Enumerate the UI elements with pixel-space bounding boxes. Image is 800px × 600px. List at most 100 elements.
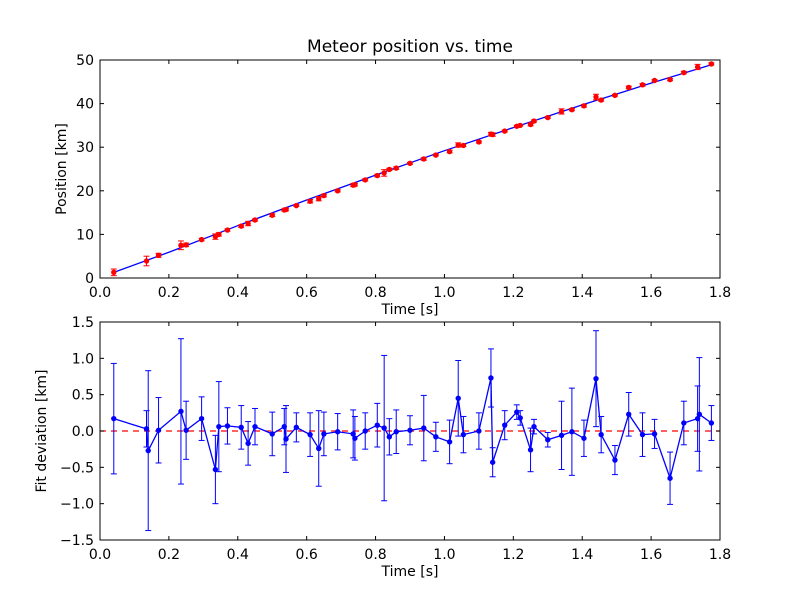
x-tick-label: 1.8 [709, 547, 731, 563]
data-point [446, 148, 453, 155]
data-point [696, 411, 703, 417]
x-tick-label: 0.4 [227, 285, 249, 301]
data-point [460, 431, 467, 438]
data-point [245, 220, 251, 227]
data-point [283, 436, 289, 442]
data-point [598, 431, 604, 438]
data-point [489, 459, 496, 465]
y-tick-label: 1.5 [72, 315, 94, 331]
x-axis: 0.0 0.2 0.4 0.6 0.8 1.0 1.2 1.4 1.6 1.8 [89, 322, 731, 563]
y-tick-label: 0 [85, 271, 94, 287]
plot-area [100, 60, 720, 278]
data-point [183, 242, 189, 248]
y-tick-label: 0.0 [72, 424, 94, 440]
data-point [352, 181, 358, 188]
data-point [517, 415, 523, 421]
y-tick-label: −1.5 [60, 533, 94, 549]
data-point [407, 160, 413, 167]
data-point [183, 427, 189, 433]
data-point [393, 429, 399, 435]
data-point [455, 395, 461, 401]
data-point [352, 435, 358, 441]
data-point [569, 107, 575, 113]
data-point [293, 424, 300, 431]
x-tick-label: 0.0 [89, 285, 111, 301]
data-point [293, 202, 300, 209]
data-point [667, 475, 673, 481]
data-point [488, 375, 494, 381]
data-point [238, 424, 244, 431]
data-point [612, 457, 618, 463]
data-point [155, 427, 162, 433]
data-point [569, 429, 575, 435]
data-point [694, 64, 701, 70]
data-point [321, 431, 327, 437]
x-tick-label: 0.2 [158, 285, 180, 301]
data-point [307, 431, 313, 438]
x-tick-label: 1.4 [571, 547, 593, 563]
y-tick-label: 50 [76, 53, 94, 69]
data-point [545, 114, 551, 121]
x-axis-label: Time [s] [381, 302, 439, 318]
data-point [374, 422, 380, 428]
x-axis-label: Time [s] [381, 564, 439, 580]
data-point [252, 217, 258, 223]
data-point [639, 431, 646, 438]
data-point [708, 61, 715, 67]
data-point [502, 128, 508, 134]
y-tick-label: 30 [76, 140, 94, 156]
data-point [145, 447, 151, 454]
data-point [421, 156, 427, 162]
data-point [681, 69, 687, 76]
data-point [238, 223, 244, 229]
x-tick-label: 0.8 [364, 547, 386, 563]
data-point [460, 142, 467, 149]
data-point [316, 445, 322, 452]
data-point [502, 422, 508, 428]
x-axis: 0.0 0.2 0.4 0.6 0.8 1.0 1.2 1.4 1.6 1.8 [89, 60, 731, 301]
x-tick-label: 0.6 [296, 285, 318, 301]
y-tick-label: 10 [76, 227, 94, 243]
position-chart: Meteor position vs. time 0.0 0.2 0.4 0.6 0.8… [54, 37, 731, 318]
chart-title: Meteor position vs. time [307, 37, 513, 57]
x-tick-label: 1.0 [433, 547, 455, 563]
x-tick-label: 1.6 [640, 285, 662, 301]
data-point [269, 431, 275, 437]
data-point [667, 76, 673, 83]
data-point [527, 447, 534, 453]
data-point [455, 142, 461, 148]
data-point [489, 131, 496, 138]
data-point [321, 192, 327, 199]
data-point [252, 423, 258, 430]
data-point [651, 77, 658, 84]
data-point [178, 242, 184, 249]
data-point [558, 108, 565, 115]
data-point [433, 152, 439, 158]
data-point [476, 139, 482, 145]
plot-marks [100, 330, 720, 532]
y-tick-label: 20 [76, 184, 94, 200]
data-point [111, 415, 117, 422]
data-point [111, 269, 117, 276]
x-tick-label: 0.2 [158, 547, 180, 563]
data-point [639, 82, 646, 88]
y-axis: 0 10 20 30 40 50 [76, 53, 720, 287]
data-point [155, 252, 162, 259]
data-point [612, 92, 618, 99]
y-tick-label: 0.5 [72, 388, 94, 404]
data-point [334, 188, 341, 194]
data-point [517, 122, 523, 129]
data-point [198, 415, 205, 422]
data-point [362, 428, 368, 434]
x-tick-label: 1.4 [571, 285, 593, 301]
data-point [527, 121, 534, 128]
data-point [381, 425, 387, 431]
data-point [386, 166, 393, 173]
data-point [393, 165, 399, 171]
data-point [386, 434, 393, 440]
data-point [307, 198, 313, 204]
data-point [708, 420, 715, 426]
data-point [651, 431, 658, 437]
plot-frame [99, 59, 721, 279]
